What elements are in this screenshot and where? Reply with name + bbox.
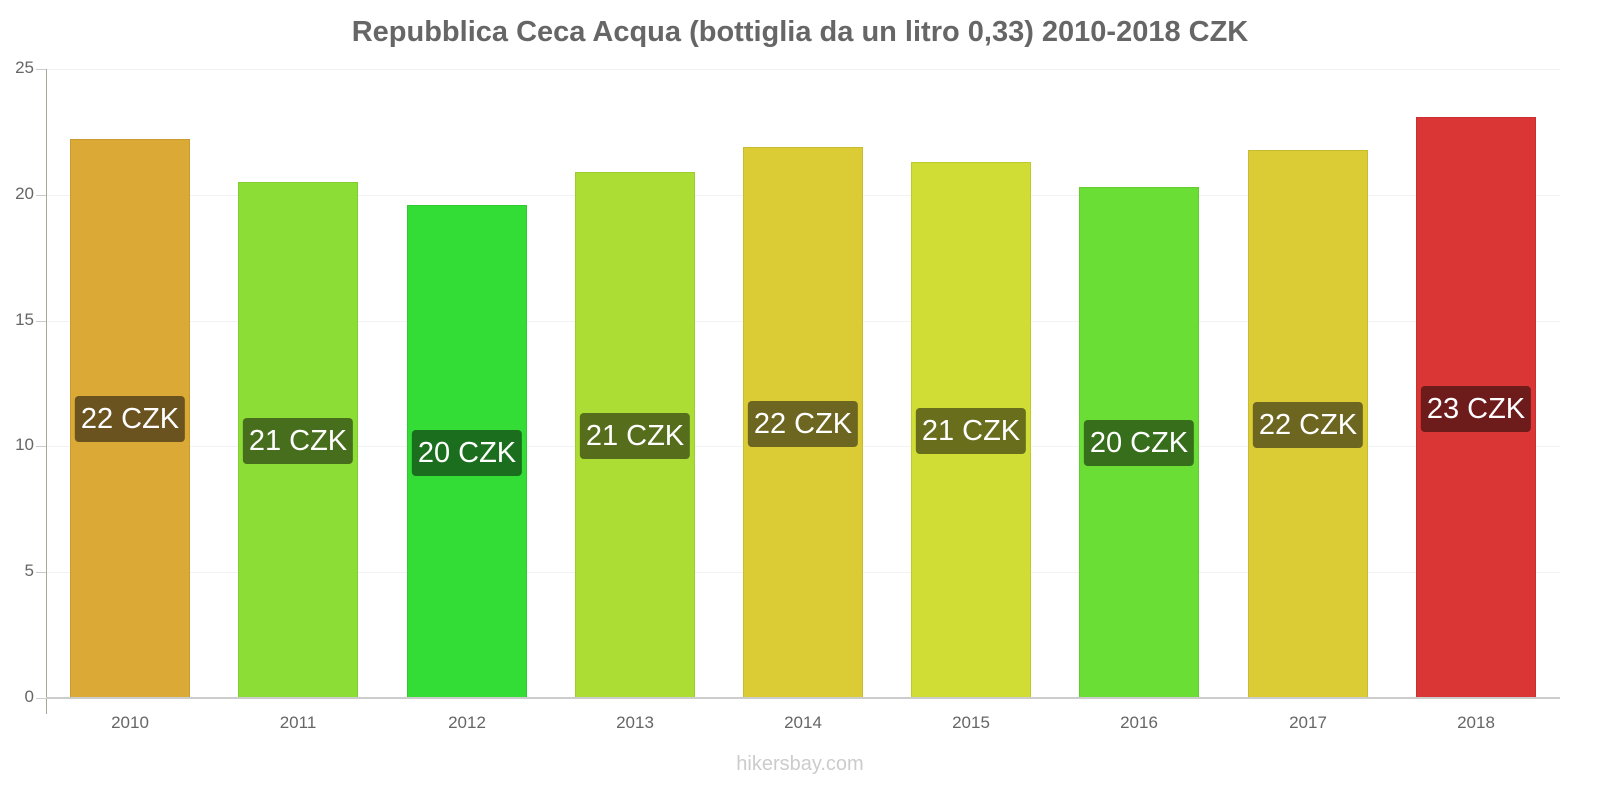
bar-value-label: 23 CZK — [1420, 386, 1532, 432]
y-tick-label: 25 — [15, 58, 34, 77]
bar-value-label: 20 CZK — [1083, 420, 1195, 466]
y-tick-mark — [36, 69, 46, 70]
y-tick-label: 5 — [24, 561, 34, 580]
gridline — [46, 69, 1560, 70]
bar-2012: 20 CZK — [407, 205, 527, 698]
x-tick-label: 2011 — [279, 713, 317, 732]
y-tick-label: 10 — [15, 435, 34, 454]
bar-value-label: 22 CZK — [74, 396, 186, 442]
x-tick-label: 2010 — [111, 713, 149, 732]
y-tick-mark — [36, 698, 46, 699]
bar-value-label: 22 CZK — [747, 401, 859, 447]
y-tick-mark — [36, 572, 46, 573]
y-tick-mark — [36, 446, 46, 447]
x-tick-label: 2013 — [616, 713, 654, 732]
bar-2014: 22 CZK — [743, 147, 863, 698]
x-tick-label: 2014 — [784, 713, 822, 732]
watermark: hikersbay.com — [736, 753, 864, 775]
bar-2018: 23 CZK — [1416, 117, 1536, 698]
y-tick-label: 20 — [15, 184, 34, 203]
chart-title: Repubblica Ceca Acqua (bottiglia da un l… — [351, 16, 1249, 48]
bar-2015: 21 CZK — [911, 162, 1031, 698]
bar-value-label: 21 CZK — [242, 418, 354, 464]
y-tick-mark — [36, 195, 46, 196]
x-tick-label: 2018 — [1457, 713, 1495, 732]
bar-value-label: 22 CZK — [1252, 402, 1364, 448]
x-tick-label: 2017 — [1289, 713, 1327, 732]
y-axis-line — [46, 69, 47, 714]
bar-value-label: 21 CZK — [915, 408, 1027, 454]
bar-2011: 21 CZK — [238, 182, 358, 698]
bar-value-label: 20 CZK — [411, 430, 523, 476]
y-tick-label: 15 — [15, 310, 34, 329]
x-tick-label: 2015 — [952, 713, 990, 732]
x-axis-line — [46, 697, 1560, 699]
bar-2016: 20 CZK — [1079, 187, 1199, 698]
bar-2010: 22 CZK — [70, 139, 190, 698]
x-tick-label: 2016 — [1120, 713, 1158, 732]
y-tick-mark — [36, 321, 46, 322]
x-tick-label: 2012 — [448, 713, 486, 732]
bar-value-label: 21 CZK — [579, 413, 691, 459]
bar-2013: 21 CZK — [575, 172, 695, 698]
y-tick-label: 0 — [24, 687, 34, 706]
bar-2017: 22 CZK — [1248, 150, 1368, 698]
